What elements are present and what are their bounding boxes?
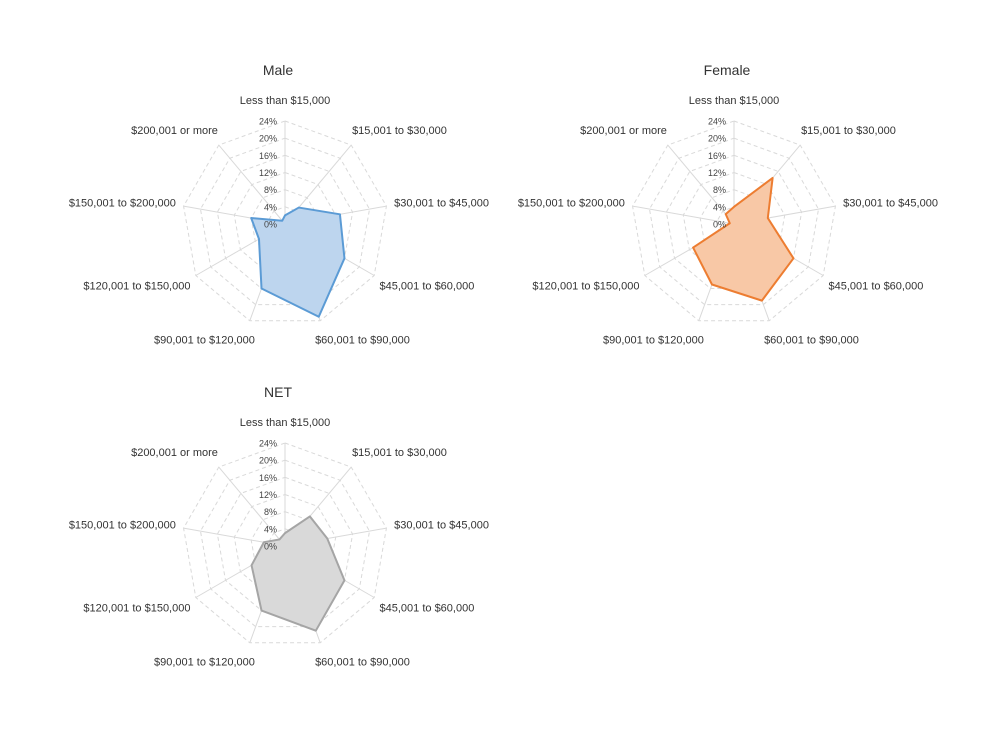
tick-label: 0%	[264, 542, 277, 552]
grid-ring	[632, 120, 836, 322]
radar-chart-2: NET 0% 4% 8% 12% 16% 20% 24% Less than $15,000 $1…	[69, 384, 489, 669]
data-point	[326, 537, 329, 540]
tick-label: 16%	[259, 151, 277, 161]
radar-chart-0: Male 0% 4% 8% 12% 16% 20% 24% Less than $15,000 $…	[69, 62, 489, 347]
tick-label: 4%	[264, 524, 277, 534]
data-point	[284, 532, 286, 534]
data-point	[343, 579, 346, 582]
data-point	[317, 315, 320, 318]
series-area	[250, 515, 346, 632]
data-point	[728, 222, 731, 225]
tick-label: 24%	[259, 439, 277, 449]
category-label: Less than $15,000	[689, 95, 780, 107]
data-point	[250, 217, 252, 219]
data-point	[278, 538, 281, 541]
category-label: $150,001 to $200,000	[518, 198, 625, 210]
category-label: $150,001 to $200,000	[69, 198, 176, 210]
data-point	[258, 238, 260, 240]
tick-label: 20%	[708, 134, 726, 144]
data-point	[315, 629, 317, 632]
data-point	[309, 515, 311, 518]
tick-label: 0%	[264, 220, 277, 230]
chart-title: NET	[264, 384, 292, 400]
data-point	[761, 299, 763, 302]
category-label: $200,001 or more	[131, 125, 218, 137]
data-point	[724, 213, 727, 215]
series-area	[692, 176, 795, 302]
category-label: $15,001 to $30,000	[352, 125, 447, 137]
axis-spoke	[218, 466, 286, 547]
category-label: $15,001 to $30,000	[801, 125, 896, 137]
tick-label: 0%	[713, 220, 726, 230]
tick-label: 8%	[264, 185, 277, 195]
category-label: $45,001 to $60,000	[380, 281, 475, 293]
tick-label: 12%	[259, 490, 277, 500]
data-point	[692, 246, 694, 249]
category-label: $120,001 to $150,000	[532, 281, 639, 293]
data-point	[263, 541, 265, 544]
data-point	[771, 177, 774, 179]
tick-label: 4%	[264, 202, 277, 212]
axis-spoke	[218, 144, 286, 225]
tick-label: 8%	[264, 507, 277, 517]
axis-spoke	[667, 144, 735, 225]
tick-label: 4%	[713, 202, 726, 212]
data-point	[733, 206, 735, 208]
category-label: $120,001 to $150,000	[83, 603, 190, 615]
tick-label: 8%	[713, 185, 726, 195]
category-label: $30,001 to $45,000	[843, 198, 938, 210]
tick-label: 12%	[708, 168, 726, 178]
data-point	[250, 564, 253, 567]
category-label: $30,001 to $45,000	[394, 198, 489, 210]
category-label: $60,001 to $90,000	[764, 335, 859, 347]
tick-label: 16%	[708, 151, 726, 161]
category-label: $90,001 to $120,000	[603, 335, 704, 347]
data-point	[339, 213, 341, 216]
grid-ring	[183, 442, 387, 644]
grid-ring	[233, 171, 337, 273]
series-area	[250, 206, 346, 318]
category-label: $45,001 to $60,000	[829, 281, 924, 293]
category-label: Less than $15,000	[240, 95, 331, 107]
grid-ring	[233, 493, 337, 595]
tick-label: 24%	[708, 117, 726, 127]
data-point	[260, 609, 263, 612]
tick-label: 20%	[259, 134, 277, 144]
category-label: $90,001 to $120,000	[154, 657, 255, 669]
category-label: $200,001 or more	[131, 447, 218, 459]
category-label: $200,001 or more	[580, 125, 667, 137]
data-point	[284, 214, 286, 217]
data-point	[711, 283, 713, 286]
category-label: $45,001 to $60,000	[380, 603, 475, 615]
data-point	[343, 257, 346, 260]
tick-label: 12%	[259, 168, 277, 178]
grid-ring	[682, 171, 786, 273]
tick-label: 20%	[259, 456, 277, 466]
category-label: $120,001 to $150,000	[83, 281, 190, 293]
category-label: Less than $15,000	[240, 417, 331, 429]
chart-title: Male	[263, 62, 294, 78]
data-point	[792, 257, 795, 260]
category-label: $90,001 to $120,000	[154, 335, 255, 347]
data-point	[281, 219, 284, 222]
category-label: $60,001 to $90,000	[315, 657, 410, 669]
tick-label: 16%	[259, 473, 277, 483]
category-label: $30,001 to $45,000	[394, 520, 489, 532]
category-label: $15,001 to $30,000	[352, 447, 447, 459]
chart-title: Female	[704, 62, 751, 78]
data-point	[297, 206, 300, 209]
grid-ring	[183, 120, 387, 322]
category-label: $60,001 to $90,000	[315, 335, 410, 347]
data-point	[260, 287, 263, 290]
category-label: $150,001 to $200,000	[69, 520, 176, 532]
radar-chart-1: Female 0% 4% 8% 12% 16% 20% 24% Less than $15,00…	[518, 62, 938, 347]
data-point	[767, 217, 769, 219]
axis-spoke	[632, 205, 735, 225]
tick-label: 24%	[259, 117, 277, 127]
